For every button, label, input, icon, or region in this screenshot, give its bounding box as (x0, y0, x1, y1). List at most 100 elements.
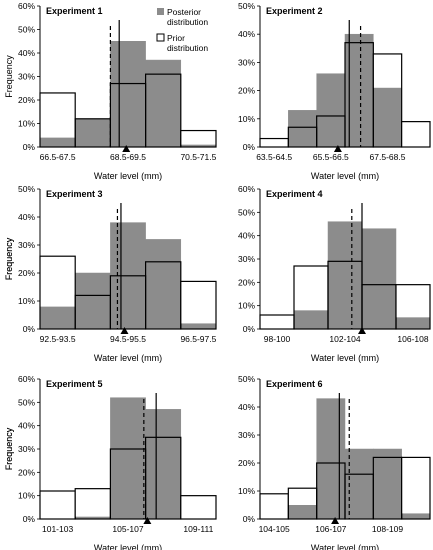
y-tick-label: 10% (18, 491, 35, 501)
y-tick-label: 40% (18, 421, 35, 431)
prior-bar-fill (260, 315, 294, 329)
prior-bar-fill (40, 491, 76, 519)
posterior-bar (401, 513, 431, 520)
y-tick-label: 50% (238, 207, 255, 217)
y-tick-label: 40% (238, 29, 255, 39)
y-tick-label: 20% (18, 467, 35, 477)
legend-label-posterior: Posterior (167, 7, 201, 17)
x-tick-label: 65.5-66.5 (313, 152, 349, 162)
prior-bar-fill (40, 92, 76, 138)
prior-bar-fill (396, 284, 430, 318)
prior-bar-fill (260, 138, 289, 147)
x-tick-label: 67.5-68.5 (370, 152, 406, 162)
posterior-bar (39, 306, 76, 330)
posterior-bar (316, 398, 346, 520)
posterior-bar (288, 110, 317, 148)
y-tick-label: 20% (238, 458, 255, 468)
triangle-marker (358, 327, 366, 334)
prior-bar-fill (401, 121, 430, 147)
posterior-bar (110, 397, 146, 520)
x-tick-label: 109-111 (183, 524, 213, 534)
y-tick-label: 20% (238, 277, 255, 287)
y-tick-label: 50% (18, 397, 35, 407)
triangle-marker (122, 145, 131, 152)
posterior-bar (74, 272, 111, 330)
y-axis-title: Frequency (4, 237, 14, 280)
chart-panel-6: 0% 10% 20% 30% 40% 50% 104-105 106-107 108-109 Ex… (4, 374, 431, 550)
panel-title: Experiment 1 (46, 6, 103, 16)
x-tick-label: 94.5-95.5 (110, 334, 146, 344)
legend-label-prior: Prior (167, 33, 185, 43)
triangle-marker (120, 327, 129, 334)
posterior-bar (361, 228, 397, 330)
posterior-bar (180, 323, 217, 330)
x-tick-label: 66.5-67.5 (40, 152, 76, 162)
y-tick-label: 0% (243, 142, 256, 152)
y-tick-label: 40% (238, 231, 255, 241)
x-axis-title: Water level (mm) (94, 543, 162, 550)
y-tick-label: 30% (238, 57, 255, 67)
triangle-marker (333, 145, 342, 152)
prior-bar-fill (294, 266, 328, 311)
y-tick-label: 10% (238, 301, 255, 311)
y-tick-label: 0% (23, 324, 36, 334)
y-tick-label: 30% (18, 240, 35, 250)
y-tick-label: 10% (238, 486, 255, 496)
prior-bar-fill (180, 495, 216, 519)
x-tick-label: 63.5-64.5 (256, 152, 292, 162)
posterior-bar (74, 118, 111, 148)
prior-bar-fill (373, 53, 402, 88)
posterior-bar (395, 317, 431, 330)
y-tick-label: 60% (18, 374, 35, 384)
legend-swatch-prior (156, 33, 165, 42)
panel-title: Experiment 2 (266, 6, 323, 16)
x-tick-label: 102-104 (329, 334, 360, 344)
y-axis-title: Frequency (4, 427, 14, 470)
posterior-bar (373, 448, 402, 520)
y-tick-label: 40% (18, 48, 35, 58)
y-tick-label: 60% (18, 1, 35, 11)
y-tick-label: 30% (18, 72, 35, 82)
y-axis-title: Frequency (4, 427, 14, 470)
triangle-marker (331, 517, 340, 524)
posterior-bar (145, 59, 182, 148)
y-tick-label: 30% (238, 430, 255, 440)
posterior-bar (373, 87, 402, 148)
legend-label-posterior-2: distribution (167, 17, 208, 27)
panel-title: Experiment 5 (46, 379, 103, 389)
y-tick-label: 10% (18, 296, 35, 306)
y-axis-title: Frequency (4, 237, 14, 280)
prior-bar-fill (40, 256, 76, 307)
panel-title: Experiment 4 (266, 189, 323, 199)
posterior-bar (316, 73, 346, 148)
panel-title: Experiment 3 (46, 189, 103, 199)
x-tick-label: 104-105 (259, 524, 290, 534)
y-tick-label: 0% (243, 514, 256, 524)
y-tick-label: 60% (238, 184, 255, 194)
posterior-bar (110, 41, 146, 148)
y-tick-label: 0% (23, 514, 36, 524)
legend-swatch-posterior (157, 8, 164, 15)
y-tick-label: 50% (238, 1, 255, 11)
triangle-marker (143, 517, 152, 524)
posterior-bar (39, 137, 76, 148)
x-axis-title: Water level (mm) (311, 353, 379, 363)
x-tick-label: 68.5-69.5 (110, 152, 146, 162)
y-tick-label: 0% (243, 324, 256, 334)
y-tick-label: 20% (238, 86, 255, 96)
posterior-bar (293, 310, 329, 330)
posterior-bar (288, 504, 317, 520)
x-tick-label: 92.5-93.5 (40, 334, 76, 344)
chart-panel-5: 0% 10% 20% 30% 40% 50% 60% 101-103 105-107 109-11… (4, 374, 217, 550)
prior-bar-fill (180, 281, 216, 324)
prior-bar-fill (401, 457, 430, 514)
x-tick-label: 108-109 (372, 524, 403, 534)
x-tick-label: 106-108 (397, 334, 428, 344)
posterior-bar (145, 239, 182, 330)
prior-bar-fill (260, 493, 289, 519)
x-axis-title: Water level (mm) (311, 543, 379, 550)
x-axis-title: Water level (mm) (311, 171, 379, 181)
x-tick-label: 98-100 (264, 334, 291, 344)
posterior-bar (145, 409, 182, 520)
